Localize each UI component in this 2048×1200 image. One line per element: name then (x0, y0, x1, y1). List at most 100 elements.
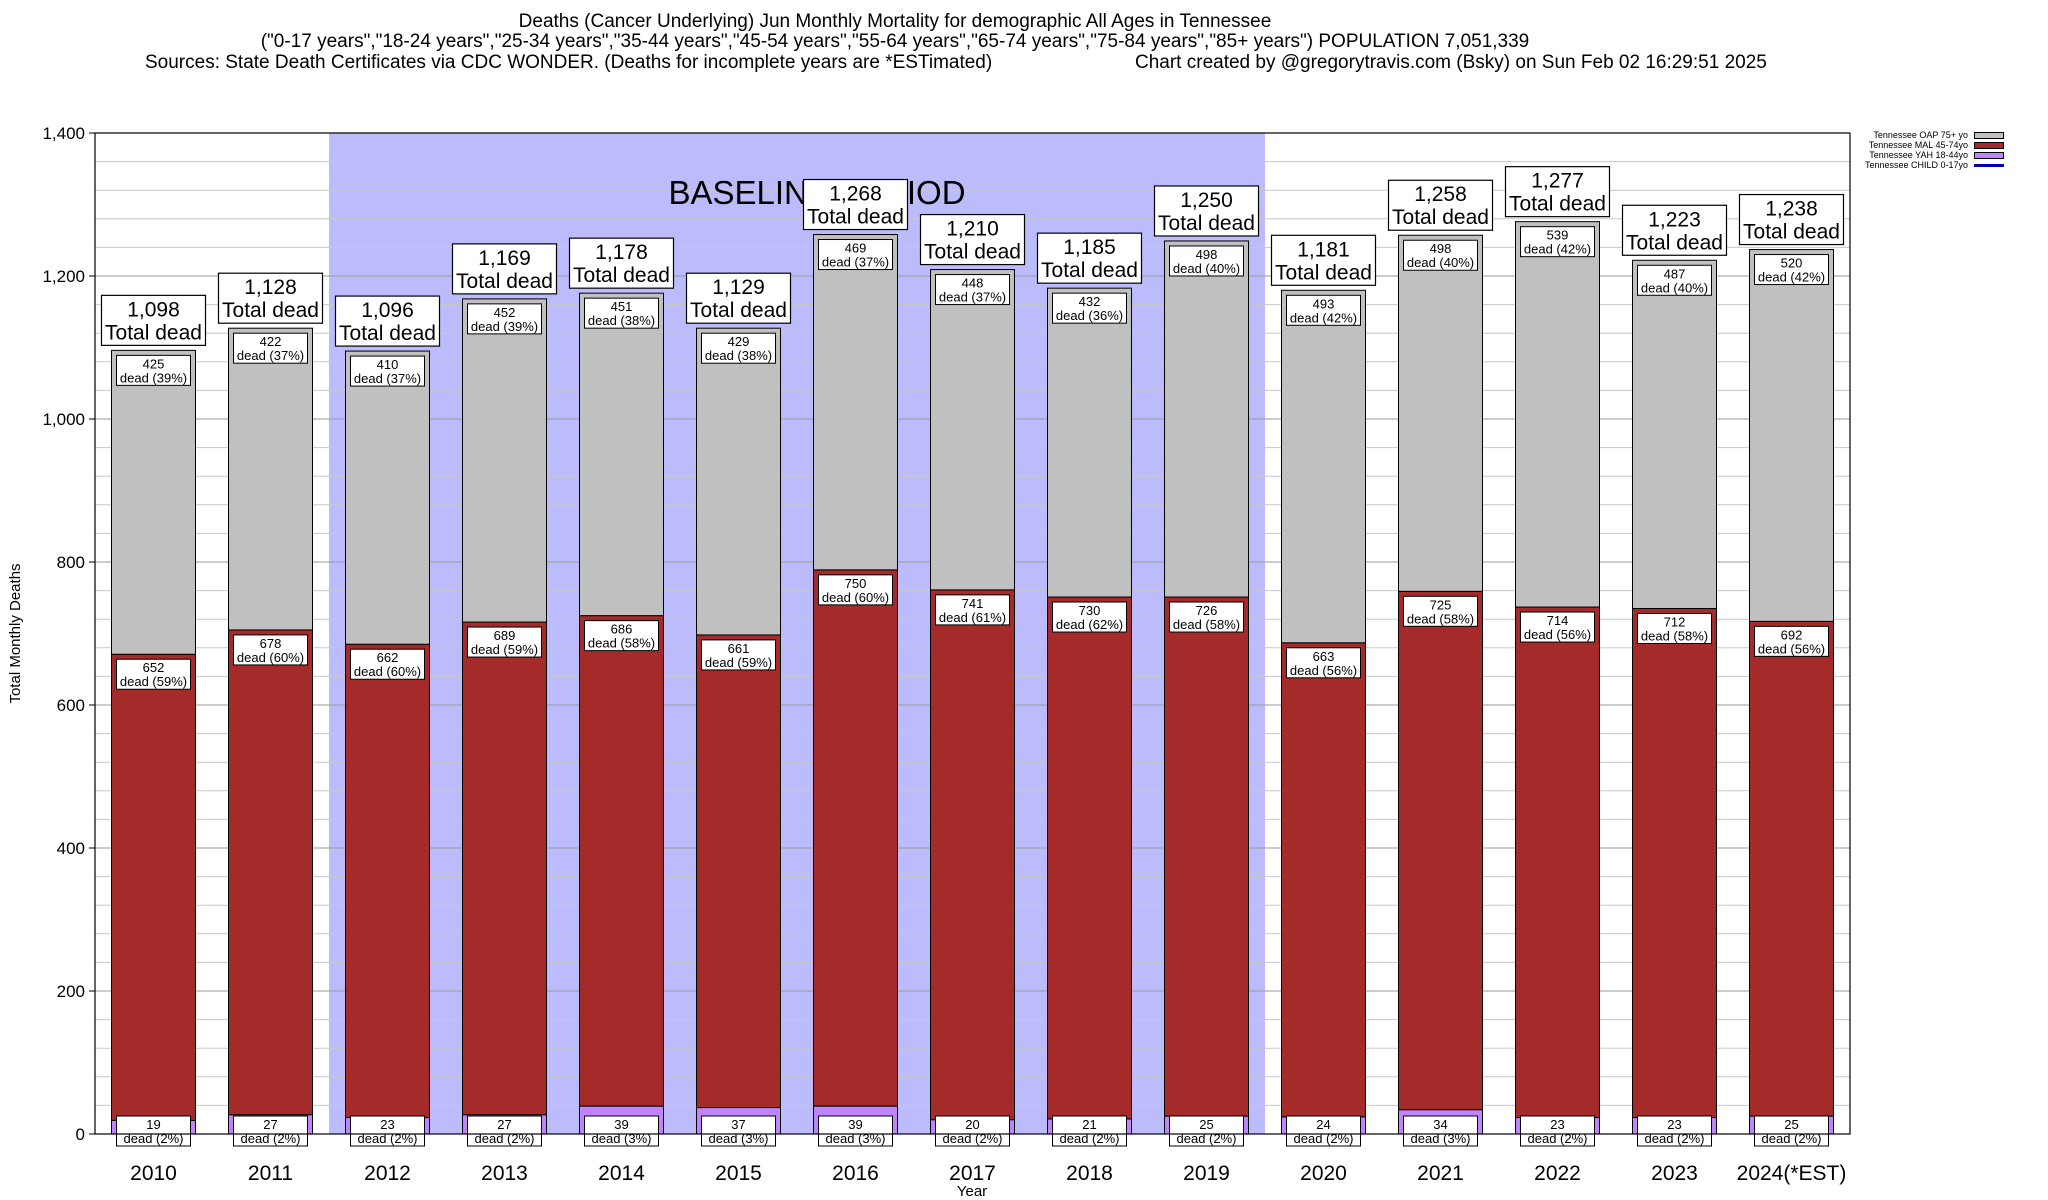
total-caption: Total dead (222, 299, 319, 322)
total-label-box (802, 178, 909, 231)
data-label-value: 730 (1079, 603, 1101, 618)
y-tick-label: 600 (57, 696, 85, 715)
data-label-value: 25 (1199, 1117, 1213, 1132)
x-tick-label: 2013 (481, 1162, 528, 1185)
total-caption: Total dead (1626, 231, 1723, 254)
total-value: 1,169 (478, 247, 531, 270)
legend-label: Tennessee YAH 18-44yo (1869, 150, 1968, 160)
data-label-value: 662 (377, 650, 399, 665)
legend-item-mal: Tennessee MAL 45-74yo (1865, 140, 2004, 150)
source-row: Sources: State Death Certificates via CD… (0, 52, 2048, 74)
data-label-pct: dead (60%) (822, 590, 889, 605)
total-value: 1,223 (1648, 208, 1701, 231)
total-caption: Total dead (1392, 206, 1489, 229)
data-label-pct: dead (56%) (1524, 627, 1591, 642)
data-label-box (1169, 601, 1244, 633)
data-label-value: 37 (731, 1117, 745, 1132)
bar-segment (579, 615, 664, 1107)
data-label-box (116, 1115, 191, 1147)
data-label-box (116, 354, 191, 386)
data-label-value: 23 (1667, 1117, 1681, 1132)
data-label-box (1052, 601, 1127, 633)
x-tick-label: 2020 (1300, 1162, 1347, 1185)
data-label-box (1286, 294, 1361, 326)
total-caption: Total dead (690, 299, 787, 322)
data-label-box (935, 1115, 1010, 1147)
total-value: 1,098 (127, 298, 180, 321)
data-label-value: 451 (611, 299, 633, 314)
bar-segment (1398, 590, 1483, 1111)
total-value: 1,129 (712, 276, 765, 299)
x-tick-label: 2014 (598, 1162, 645, 1185)
data-label-pct: dead (42%) (1290, 310, 1357, 325)
data-label-value: 39 (614, 1117, 628, 1132)
legend-label: Tennessee CHILD 0-17yo (1864, 160, 1968, 170)
data-label-pct: dead (59%) (120, 674, 187, 689)
total-value: 1,128 (244, 276, 297, 299)
data-label-box (1754, 1115, 1829, 1147)
data-label-value: 498 (1196, 247, 1218, 262)
data-label-pct: dead (3%) (709, 1131, 769, 1146)
x-tick-label: 2015 (715, 1162, 762, 1185)
data-label-box (233, 634, 308, 666)
data-label-value: 663 (1313, 649, 1335, 664)
x-tick-label: 2010 (130, 1162, 177, 1185)
bar-segment (1749, 620, 1834, 1117)
data-label-pct: dead (56%) (1758, 641, 1825, 656)
data-label-pct: dead (2%) (1294, 1131, 1354, 1146)
data-label-pct: dead (2%) (1177, 1131, 1237, 1146)
data-label-value: 750 (845, 576, 867, 591)
bar-segment (696, 634, 781, 1109)
data-label-box (935, 594, 1010, 626)
data-label-box (116, 658, 191, 690)
total-value: 1,250 (1180, 189, 1233, 212)
data-label-pct: dead (2%) (943, 1131, 1003, 1146)
total-value: 1,185 (1063, 236, 1116, 259)
bar-segment (462, 298, 547, 623)
chart-header: Deaths (Cancer Underlying) Jun Monthly M… (0, 12, 1790, 52)
data-label-value: 432 (1079, 294, 1101, 309)
data-label-value: 725 (1430, 597, 1452, 612)
x-tick-label: 2022 (1534, 1162, 1581, 1185)
legend-item-child: Tennessee CHILD 0-17yo (1865, 160, 2004, 170)
bar-segment (1281, 642, 1366, 1118)
data-label-pct: dead (58%) (1173, 617, 1240, 632)
plot-frame (94, 132, 1851, 1135)
legend-swatch (1974, 151, 2004, 159)
data-label-pct: dead (37%) (822, 255, 889, 270)
data-label-box (467, 1115, 542, 1147)
data-label-box (1637, 1115, 1712, 1147)
y-tick-label: 0 (76, 1125, 85, 1144)
total-label-box (334, 295, 441, 347)
total-value: 1,238 (1765, 198, 1818, 221)
data-label-pct: dead (2%) (358, 1131, 418, 1146)
y-tick-label: 1,000 (42, 410, 85, 429)
y-tick-label: 1,400 (42, 124, 85, 143)
bar-segment (696, 327, 781, 636)
x-tick-label: 2019 (1183, 1162, 1230, 1185)
data-label-pct: dead (59%) (705, 655, 772, 670)
data-label-value: 712 (1664, 614, 1686, 629)
data-label-value: 726 (1196, 603, 1218, 618)
bar-segment (813, 234, 898, 571)
legend-label: Tennessee OAP 75+ yo (1873, 130, 1968, 140)
data-label-pct: dead (2%) (1762, 1131, 1822, 1146)
x-tick-label: 2021 (1417, 1162, 1464, 1185)
bar-segment (462, 621, 547, 1116)
data-label-box (1754, 254, 1829, 286)
x-tick-label: 2011 (248, 1162, 293, 1185)
data-label-box (1637, 612, 1712, 644)
data-label-value: 692 (1781, 627, 1803, 642)
data-label-value: 686 (611, 622, 633, 637)
data-label-box (935, 274, 1010, 306)
data-label-box (233, 1115, 308, 1147)
data-label-value: 27 (263, 1117, 277, 1132)
legend-swatch (1974, 141, 2004, 149)
data-label-value: 452 (494, 305, 516, 320)
total-label-box (100, 294, 207, 346)
data-label-value: 448 (962, 276, 984, 291)
total-caption: Total dead (573, 264, 670, 287)
bar-segment (930, 269, 1015, 591)
data-label-value: 469 (845, 241, 867, 256)
